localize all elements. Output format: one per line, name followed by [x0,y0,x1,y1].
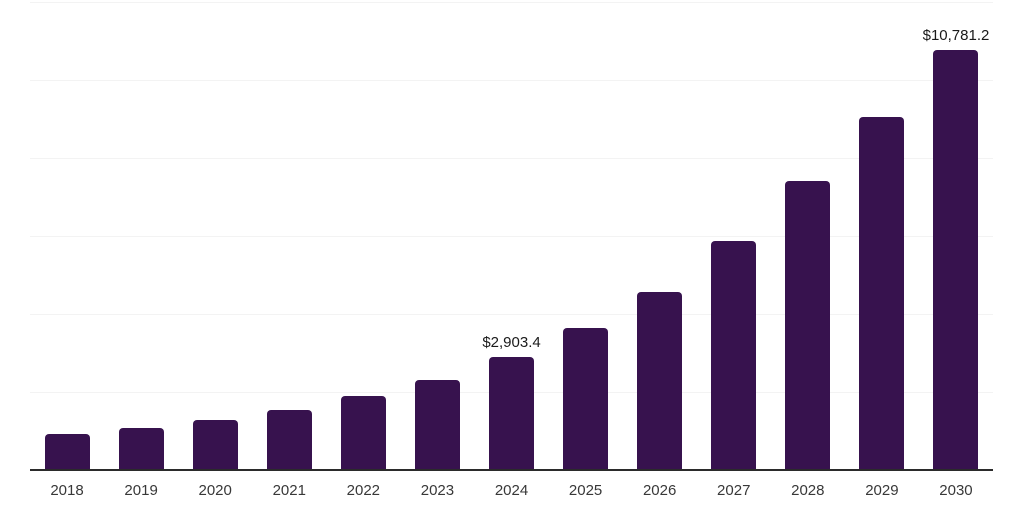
x-tick-2023: 2023 [420,482,455,499]
bar-2027 [711,241,757,470]
bar-slot-2027 [697,2,771,470]
gridline-4000 [30,314,993,315]
bar-slot-2020 [178,2,252,470]
x-tick-2021: 2021 [272,482,306,499]
x-tick-2028: 2028 [791,482,825,499]
bar-value-label-2030: $10,781.2 [922,26,990,44]
bar-2026 [637,291,683,470]
bar-2022 [340,396,386,470]
x-tick-2020: 2020 [198,482,232,499]
bar-2020 [192,420,238,470]
bars-row: $2,903.4 $10,781.2 [30,2,993,470]
x-tick-2022: 2022 [346,482,381,499]
bar-slot-2029 [845,2,919,470]
bar-slot-2019 [104,2,178,470]
bar-slot-2026 [623,2,697,470]
bar-slot-2023 [400,2,474,470]
x-tick-2019: 2019 [124,482,158,499]
bar-slot-2028 [771,2,845,470]
x-tick-2027: 2027 [717,482,751,499]
x-tick-2024: 2024 [494,482,529,499]
bar-slot-2030: $10,781.2 [919,2,993,470]
bar-2030 [933,49,979,470]
x-tick-2025: 2025 [568,482,603,499]
plot-area: $2,903.4 $10,781.2 [30,2,993,471]
x-tick-2018: 2018 [50,482,84,499]
gridline-10000 [30,80,993,81]
bar-slot-2024: $2,903.4 [474,2,548,470]
bar-2021 [266,410,312,470]
x-tick-2026: 2026 [642,482,677,499]
bar-slot-2021 [252,2,326,470]
gridline-12000 [30,2,993,3]
bar-2029 [859,116,905,470]
x-tick-2029: 2029 [865,482,899,499]
gridline-6000 [30,236,993,237]
bar-slot-2018 [30,2,104,470]
bar-2025 [563,327,609,470]
bar-slot-2025 [549,2,623,470]
gridline-8000 [30,158,993,159]
bar-2018 [44,434,90,470]
bar-2023 [414,379,460,470]
bar-2024 [489,356,534,470]
bar-slot-2022 [326,2,400,470]
bar-2028 [785,180,831,470]
bar-value-label-2024: $2,903.4 [482,333,541,351]
x-axis-labels: 2018 2019 2020 2021 2022 2023 2024 2025 2026 2027… [30,481,993,501]
x-tick-2030: 2030 [939,482,973,499]
bar-2019 [118,428,164,470]
x-axis-line [30,469,993,471]
